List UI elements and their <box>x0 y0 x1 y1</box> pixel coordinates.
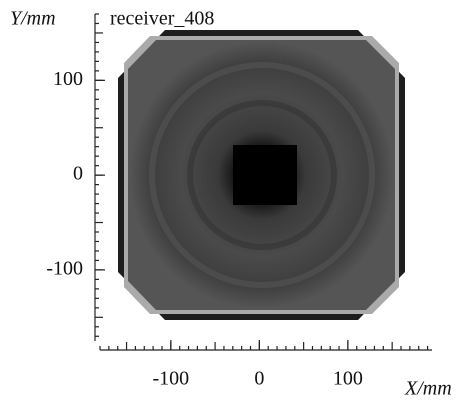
y-axis-label: Y/mm <box>10 8 56 30</box>
x-axis-label: X/mm <box>404 378 452 400</box>
y-tick-label: 0 <box>73 163 83 185</box>
x-tick-label: 100 <box>333 368 363 390</box>
chart-title: receiver_408 <box>110 8 214 30</box>
x-tick-label: -100 <box>152 368 189 390</box>
y-tick-label: -100 <box>46 258 83 280</box>
x-tick-label: 0 <box>254 368 264 390</box>
heatmap-image <box>118 30 405 320</box>
y-tick-label: 100 <box>53 68 83 90</box>
